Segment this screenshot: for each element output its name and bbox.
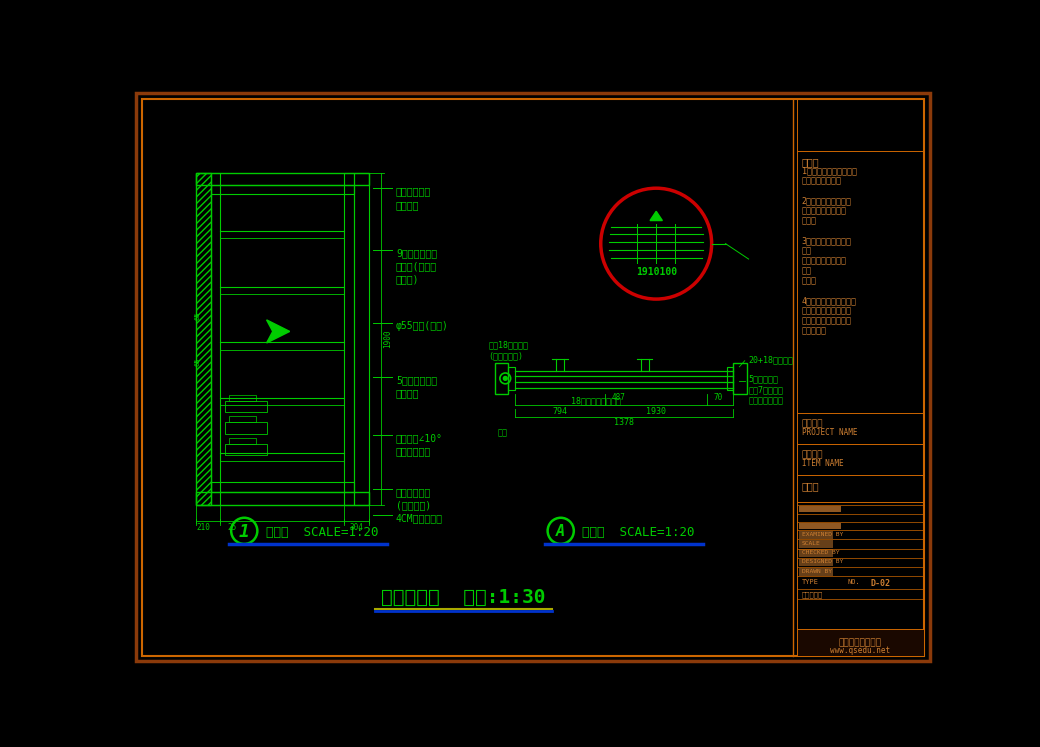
Text: 210: 210 <box>197 523 210 532</box>
Text: 层板斜插∠10°
柜门白色混油: 层板斜插∠10° 柜门白色混油 <box>396 433 443 456</box>
Text: 齐生设计职业学校: 齐生设计职业学校 <box>838 638 882 647</box>
Text: 794: 794 <box>552 407 568 416</box>
Text: 25: 25 <box>228 523 236 532</box>
Text: 4CM地砖铺贴层: 4CM地砖铺贴层 <box>396 513 443 523</box>
Bar <box>799 559 833 566</box>
Text: 图名：: 图名： <box>802 481 820 491</box>
Text: φ55射灯(甲供): φ55射灯(甲供) <box>396 321 449 332</box>
Polygon shape <box>266 320 290 343</box>
Text: 9厘板打底波音
板饰面(背面防
水处理): 9厘板打底波音 板饰面(背面防 水处理) <box>396 248 437 285</box>
Bar <box>799 506 841 512</box>
Text: PROJECT NAME: PROJECT NAME <box>802 429 857 438</box>
Bar <box>494 363 509 394</box>
Text: www.qsedu.net: www.qsedu.net <box>830 646 890 655</box>
Bar <box>727 367 733 390</box>
Text: 说明：: 说明： <box>802 158 820 167</box>
Bar <box>799 549 833 557</box>
Text: DRAWN BY: DRAWN BY <box>802 568 832 574</box>
Bar <box>797 629 925 656</box>
Text: ITEM NAME: ITEM NAME <box>802 459 843 468</box>
Polygon shape <box>650 211 662 220</box>
Text: TYPE: TYPE <box>802 579 818 585</box>
Text: 1: 1 <box>239 523 250 541</box>
Text: 剖面图  SCALE=1:20: 剖面图 SCALE=1:20 <box>266 526 379 539</box>
Text: 18厘板做框线条软口: 18厘板做框线条软口 <box>572 396 622 405</box>
Text: 吊顶剖面图  比例:1:30: 吊顶剖面图 比例:1:30 <box>382 589 546 607</box>
Text: 同意，不得擅自将任何: 同意，不得擅自将任何 <box>802 317 852 326</box>
Bar <box>225 444 267 456</box>
Text: SCALE: SCALE <box>802 541 821 546</box>
Text: 20+18实木线条: 20+18实木线条 <box>749 356 794 365</box>
Bar <box>196 173 369 185</box>
Bar <box>799 531 833 539</box>
Text: 70: 70 <box>713 393 723 402</box>
Bar <box>799 540 833 548</box>
Bar <box>225 422 267 434</box>
Bar <box>509 367 515 390</box>
Bar <box>344 173 354 506</box>
Text: A: A <box>556 524 566 539</box>
Text: 施工。: 施工。 <box>802 276 816 286</box>
Text: 1910100: 1910100 <box>635 267 677 276</box>
Bar <box>225 400 267 412</box>
Text: 1900: 1900 <box>383 330 392 348</box>
Bar <box>196 173 211 506</box>
Text: 剖面图  SCALE=1:20: 剖面图 SCALE=1:20 <box>582 526 695 539</box>
Text: 目须: 目须 <box>802 247 812 255</box>
Text: 65: 65 <box>194 358 201 367</box>
Bar <box>196 492 369 506</box>
Bar <box>211 483 354 492</box>
Text: 5厘艺术玻璃
可做7分分线条
厨房墙砖铺贴层: 5厘艺术玻璃 可做7分分线条 厨房墙砖铺贴层 <box>749 374 783 406</box>
Text: 业主签字：: 业主签字： <box>802 591 823 598</box>
Text: 差后18厘板打走
(板房墙处理): 差后18厘板打走 (板房墙处理) <box>489 340 528 360</box>
Text: 1378: 1378 <box>614 418 633 427</box>
Text: 方可: 方可 <box>802 267 812 276</box>
Text: 304: 304 <box>349 523 364 532</box>
Bar <box>733 363 747 394</box>
Text: 1、此图应与本工程预算: 1、此图应与本工程预算 <box>802 167 857 176</box>
Text: 3、凡有拆除墙体的项: 3、凡有拆除墙体的项 <box>802 237 852 246</box>
Bar <box>229 438 256 444</box>
Text: 5厘金镜中性玻
璃胶固定: 5厘金镜中性玻 璃胶固定 <box>396 375 437 398</box>
Text: 65: 65 <box>194 311 201 320</box>
Text: DESIGNED BY: DESIGNED BY <box>802 560 843 564</box>
Text: 2、图纸尺寸与现场有: 2、图纸尺寸与现场有 <box>802 196 852 205</box>
Text: 层端: 层端 <box>497 429 508 438</box>
Bar <box>354 173 369 506</box>
Bar <box>799 568 833 575</box>
Bar <box>211 185 354 194</box>
Text: 矛盾时，以现场实际: 矛盾时，以现场实际 <box>802 207 847 216</box>
Circle shape <box>503 376 508 380</box>
Text: 为准。: 为准。 <box>802 217 816 226</box>
Text: 工程名称: 工程名称 <box>802 419 824 428</box>
Text: NO.: NO. <box>848 579 860 585</box>
Text: EXAMINED BY: EXAMINED BY <box>802 532 843 536</box>
Text: 部分翻印。: 部分翻印。 <box>802 326 827 336</box>
Text: 经物业管理处同意后: 经物业管理处同意后 <box>802 257 847 266</box>
Text: CHECKED BY: CHECKED BY <box>802 550 839 555</box>
Text: 1930: 1930 <box>646 407 667 416</box>
Text: 公司所有，未经本公司: 公司所有，未经本公司 <box>802 307 852 316</box>
Bar <box>799 523 841 530</box>
Text: 4、此图及其内容版权属: 4、此图及其内容版权属 <box>802 297 857 306</box>
Text: 石膏板封顶乳
胶漆饰面: 石膏板封顶乳 胶漆饰面 <box>396 187 432 210</box>
Bar <box>229 394 256 400</box>
Text: 项目名称: 项目名称 <box>802 450 824 459</box>
Bar <box>229 416 256 422</box>
Text: D-02: D-02 <box>870 579 890 588</box>
Text: 底座白色混油
(防水处理): 底座白色混油 (防水处理) <box>396 487 432 510</box>
Bar <box>211 173 220 506</box>
Text: 487: 487 <box>612 393 625 402</box>
Text: 及施工图一起参阅: 及施工图一起参阅 <box>802 176 841 186</box>
